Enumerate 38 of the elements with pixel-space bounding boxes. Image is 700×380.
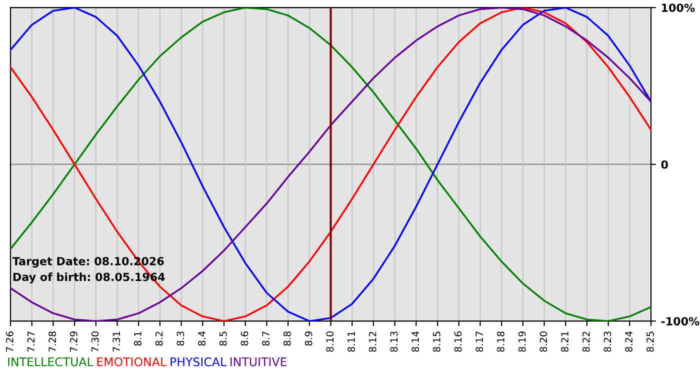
x-tick-label: 7.31	[112, 332, 120, 352]
x-tick-label: 8.24	[625, 331, 632, 352]
text: EMOTIONAL	[97, 357, 166, 366]
x-tick-label: 7.30	[91, 331, 99, 352]
x-tick-label: 8.17	[476, 332, 484, 352]
x-tick-label: 7.27	[27, 332, 35, 352]
text: INTELLECTUAL	[8, 357, 94, 366]
x-tick-label: 8.11	[348, 332, 355, 352]
x-tick-label: 8.22	[582, 332, 590, 352]
x-tick-label: 8.3	[176, 332, 184, 346]
x-tick-label: 8.12	[368, 332, 376, 352]
x-tick-label: 7.29	[70, 332, 78, 352]
x-tick-label: 8.8	[284, 331, 291, 346]
x-tick-label: 8.7	[262, 332, 270, 346]
x-tick-label: 7.28	[48, 331, 56, 352]
x-tick-label: 8.6	[240, 331, 248, 346]
x-tick-label: 8.23	[604, 332, 612, 352]
x-tick-label: 8.14	[412, 331, 419, 352]
x-tick-label: 8.15	[432, 332, 440, 352]
text: INTUITIVE	[230, 358, 286, 366]
x-tick-label: 8.2	[155, 332, 163, 346]
y-tick-label: -100%	[661, 317, 700, 326]
x-tick-label: 7.26	[6, 331, 14, 352]
x-tick-label: 8.4	[198, 331, 206, 346]
text: PHYSICAL	[170, 357, 227, 366]
x-tick-label: 8.10	[326, 331, 334, 352]
x-tick-label: 8.1	[134, 332, 142, 346]
x-tick-label: 8.13	[390, 332, 398, 352]
x-tick-label: 8.20	[540, 331, 548, 352]
x-tick-label: 8.21	[561, 332, 568, 352]
x-tick-label: 8.19	[518, 332, 526, 352]
y-tick-label: 0	[661, 160, 668, 169]
x-tick-label: 8.9	[304, 332, 312, 346]
y-tick-label: 100%	[662, 4, 695, 12]
x-tick-label: 8.5	[219, 332, 227, 346]
x-tick-label: 8.18	[497, 331, 504, 352]
x-tick-label: 8.25	[646, 332, 654, 352]
x-tick-label: 8.16	[454, 331, 462, 352]
